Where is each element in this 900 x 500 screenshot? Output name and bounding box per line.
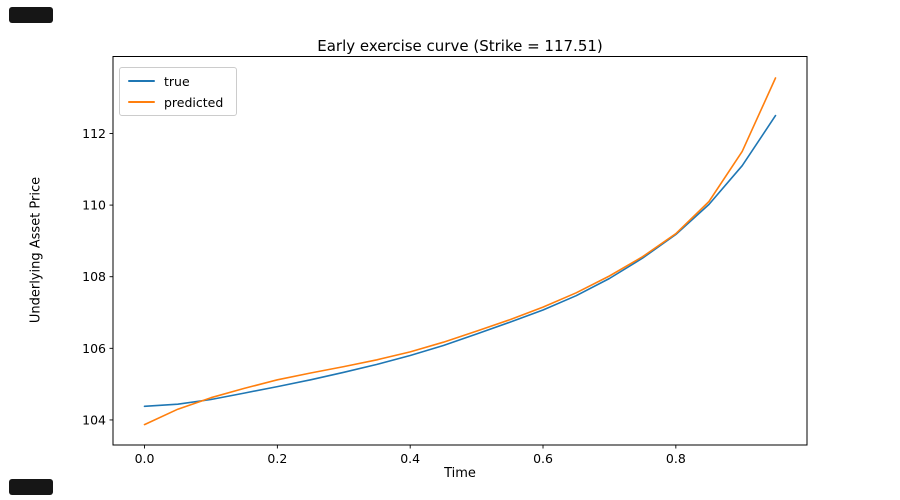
corner-mark-top-left — [9, 7, 53, 23]
corner-mark-bottom-left — [9, 479, 53, 495]
x-tick-label: 0.2 — [267, 451, 287, 466]
legend-item-true: true — [128, 73, 228, 89]
x-axis-ticks: 0.0 0.2 0.4 0.6 0.8 — [135, 445, 686, 466]
legend-line-true — [128, 80, 155, 82]
y-axis-label: Underlying Asset Price — [28, 176, 44, 324]
legend-label-predicted: predicted — [164, 94, 224, 110]
y-tick-label: 104 — [82, 412, 106, 427]
y-tick-label: 112 — [82, 126, 106, 141]
series-line-true — [143, 114, 777, 408]
legend-line-predicted — [128, 101, 155, 103]
series-line-predicted — [143, 77, 777, 426]
x-tick-label: 0.4 — [400, 451, 420, 466]
x-tick-label: 0.8 — [666, 451, 686, 466]
x-tick-label: 0.6 — [533, 451, 553, 466]
legend-item-predicted: predicted — [128, 94, 228, 110]
axes-frame — [112, 56, 808, 446]
legend: true predicted — [119, 67, 237, 116]
y-tick-label: 108 — [82, 269, 106, 284]
y-axis-ticks: 104 106 108 110 112 — [82, 126, 113, 427]
y-tick-label: 110 — [82, 198, 106, 213]
chart-title: Early exercise curve (Strike = 117.51) — [317, 37, 603, 55]
legend-label-true: true — [164, 73, 190, 89]
x-axis-label: Time — [444, 466, 476, 481]
x-tick-label: 0.0 — [135, 451, 155, 466]
y-tick-label: 106 — [82, 341, 106, 356]
